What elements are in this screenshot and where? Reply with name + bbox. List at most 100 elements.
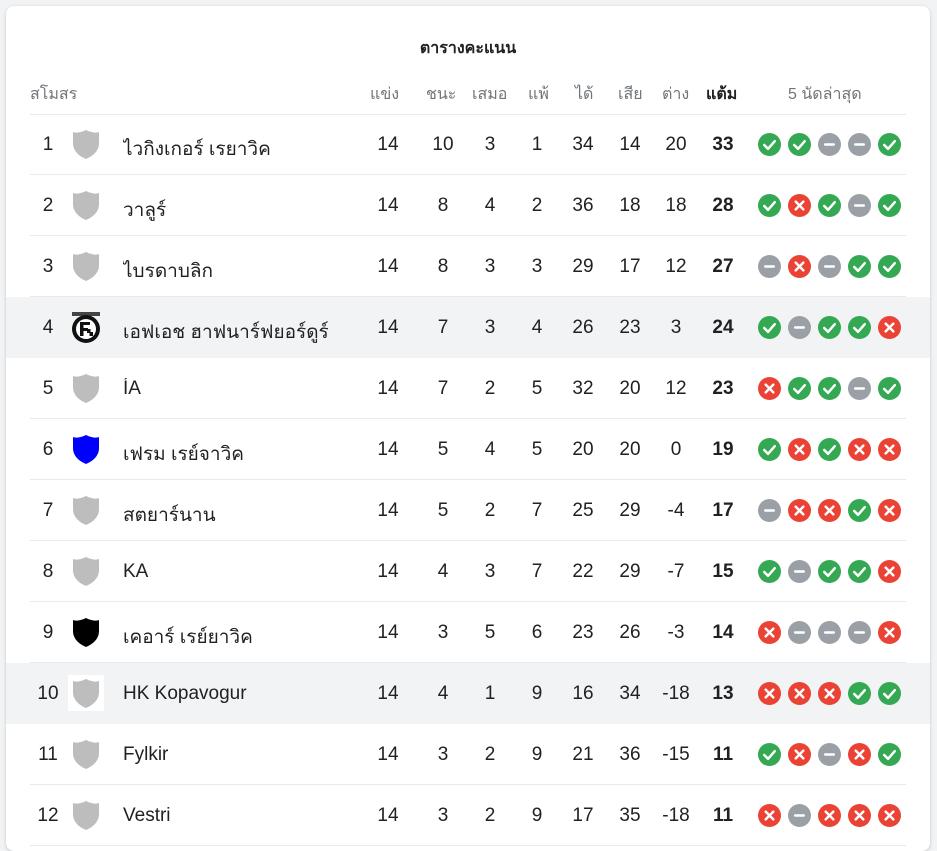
check-icon[interactable] <box>848 499 871 522</box>
cross-icon[interactable] <box>848 743 871 766</box>
header-played: แข่ง <box>370 86 400 103</box>
gray-shield-icon <box>68 675 104 711</box>
dash-icon[interactable] <box>818 621 841 644</box>
cross-icon[interactable] <box>878 560 901 583</box>
cross-icon[interactable] <box>848 438 871 461</box>
check-icon[interactable] <box>848 560 871 583</box>
check-icon[interactable] <box>788 377 811 400</box>
check-icon[interactable] <box>848 255 871 278</box>
cross-icon[interactable] <box>758 804 781 827</box>
check-icon[interactable] <box>758 743 781 766</box>
dash-icon[interactable] <box>848 133 871 156</box>
position-cell: 5 <box>42 378 54 399</box>
cross-icon[interactable] <box>788 255 811 278</box>
check-icon[interactable] <box>878 377 901 400</box>
table-row[interactable]: 5 ÍA 14 7 2 5 32 20 12 23 <box>6 358 930 419</box>
table-row[interactable]: 9 เคอาร์ เรย์ยาวิค 14 3 5 6 23 26 -3 14 <box>6 602 930 663</box>
goals-for-cell: 34 <box>572 134 594 155</box>
check-icon[interactable] <box>818 316 841 339</box>
table-row[interactable]: 7 สตยาร์นาน 14 5 2 7 25 29 -4 17 <box>6 480 930 541</box>
dash-icon[interactable] <box>848 377 871 400</box>
drawn-cell: 3 <box>484 317 496 338</box>
team-name[interactable]: Fylkir <box>123 744 169 765</box>
team-name[interactable]: เคอาร์ เรย์ยาวิค <box>123 627 253 648</box>
table-row[interactable]: 11 Fylkir 14 3 2 9 21 36 -15 11 <box>6 724 930 785</box>
team-name[interactable]: เอฟเอช ฮาฟนาร์ฟยอร์ดูร์ <box>123 322 329 343</box>
cross-icon[interactable] <box>818 499 841 522</box>
check-icon[interactable] <box>878 255 901 278</box>
team-name[interactable]: ไบรดาบลิก <box>123 261 214 282</box>
check-icon[interactable] <box>848 316 871 339</box>
cross-icon[interactable] <box>788 499 811 522</box>
team-name[interactable]: เฟรม เรย์จาวิค <box>123 444 244 465</box>
table-row[interactable]: 12 Vestri 14 3 2 9 17 35 -18 11 <box>6 785 930 846</box>
cross-icon[interactable] <box>878 804 901 827</box>
lost-cell: 1 <box>531 134 543 155</box>
check-icon[interactable] <box>758 438 781 461</box>
dash-icon[interactable] <box>848 621 871 644</box>
cross-icon[interactable] <box>818 804 841 827</box>
check-icon[interactable] <box>758 316 781 339</box>
team-name[interactable]: HK Kopavogur <box>123 683 247 704</box>
cross-icon[interactable] <box>758 377 781 400</box>
team-name[interactable]: KA <box>123 561 149 582</box>
cross-icon[interactable] <box>878 621 901 644</box>
goals-against-cell: 23 <box>619 317 641 338</box>
cross-icon[interactable] <box>818 682 841 705</box>
dash-icon[interactable] <box>818 133 841 156</box>
check-icon[interactable] <box>758 194 781 217</box>
table-row[interactable]: 4 เอฟเอช ฮาฟนาร์ฟยอร์ดูร์ 14 7 3 4 26 23 3 24 <box>6 297 930 358</box>
table-row[interactable]: 1 ไวกิงเกอร์ เรยาวิค 14 10 3 1 34 14 20 33 <box>6 114 930 175</box>
cross-icon[interactable] <box>788 682 811 705</box>
dash-icon[interactable] <box>848 194 871 217</box>
cross-icon[interactable] <box>788 743 811 766</box>
points-cell: 13 <box>712 683 734 704</box>
check-icon[interactable] <box>848 682 871 705</box>
dash-icon[interactable] <box>788 621 811 644</box>
check-icon[interactable] <box>878 194 901 217</box>
team-name[interactable]: ไวกิงเกอร์ เรยาวิค <box>123 139 271 160</box>
drawn-cell: 2 <box>484 744 496 765</box>
dash-icon[interactable] <box>788 804 811 827</box>
last5-form <box>756 255 906 279</box>
cross-icon[interactable] <box>878 316 901 339</box>
points-cell: 27 <box>712 256 734 277</box>
cross-icon[interactable] <box>758 621 781 644</box>
cross-icon[interactable] <box>848 804 871 827</box>
team-name[interactable]: ÍA <box>123 378 141 399</box>
cross-icon[interactable] <box>878 499 901 522</box>
team-name[interactable]: วาลูร์ <box>123 200 167 221</box>
last5-form <box>756 499 906 523</box>
dash-icon[interactable] <box>788 560 811 583</box>
table-row[interactable]: 6 เฟรม เรย์จาวิค 14 5 4 5 20 20 0 19 <box>6 419 930 480</box>
position-cell: 6 <box>42 439 54 460</box>
table-row[interactable]: 3 ไบรดาบลิก 14 8 3 3 29 17 12 27 <box>6 236 930 297</box>
cross-icon[interactable] <box>878 438 901 461</box>
cross-icon[interactable] <box>788 438 811 461</box>
points-cell: 17 <box>712 500 734 521</box>
check-icon[interactable] <box>818 560 841 583</box>
check-icon[interactable] <box>758 560 781 583</box>
cross-icon[interactable] <box>788 194 811 217</box>
black-shield-icon <box>68 614 104 650</box>
dash-icon[interactable] <box>818 255 841 278</box>
team-name[interactable]: Vestri <box>123 805 171 826</box>
drawn-cell: 3 <box>484 134 496 155</box>
team-name[interactable]: สตยาร์นาน <box>123 505 216 526</box>
check-icon[interactable] <box>878 133 901 156</box>
check-icon[interactable] <box>818 438 841 461</box>
table-row[interactable]: 10 HK Kopavogur 14 4 1 9 16 34 -18 13 <box>6 663 930 724</box>
table-row[interactable]: 2 วาลูร์ 14 8 4 2 36 18 18 28 <box>6 175 930 236</box>
check-icon[interactable] <box>878 743 901 766</box>
check-icon[interactable] <box>818 194 841 217</box>
check-icon[interactable] <box>758 133 781 156</box>
table-row[interactable]: 8 KA 14 4 3 7 22 29 -7 15 <box>6 541 930 602</box>
check-icon[interactable] <box>878 682 901 705</box>
dash-icon[interactable] <box>758 499 781 522</box>
check-icon[interactable] <box>788 133 811 156</box>
dash-icon[interactable] <box>758 255 781 278</box>
cross-icon[interactable] <box>758 682 781 705</box>
dash-icon[interactable] <box>788 316 811 339</box>
dash-icon[interactable] <box>818 743 841 766</box>
check-icon[interactable] <box>818 377 841 400</box>
